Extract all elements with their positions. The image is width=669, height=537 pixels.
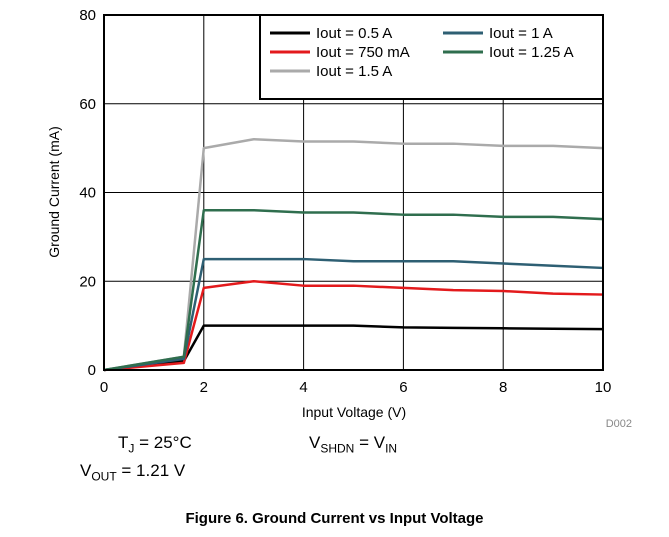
figure-caption: Figure 6. Ground Current vs Input Voltag… [185,510,484,527]
legend-label: Iout = 1.5 A [316,63,392,80]
series-line [103,280,604,372]
series-line [103,209,604,372]
x-tick-label: 2 [200,379,208,396]
vshdn-condition: VSHDN = VIN [309,433,398,456]
ground-current-chart: 0 2 4 6 8 10 0 20 40 60 80 Input Voltage (V) Groun… [46,7,632,430]
legend-label: Iout = 1 A [489,25,553,42]
y-tick-label: 20 [79,273,96,290]
x-tick-label: 0 [100,379,108,396]
y-axis-label: Ground Current (mA) [46,126,62,257]
legend: Iout = 0.5 A Iout = 750 mA Iout = 1.5 A Iou… [259,14,604,100]
x-tick-label: 4 [299,379,307,396]
x-axis-label: Input Voltage (V) [302,404,406,420]
x-tick-label: 8 [499,379,507,396]
series-line [103,138,604,372]
figure-id: D002 [606,418,632,430]
series-line [103,257,604,372]
x-tick-label: 6 [399,379,407,396]
legend-label: Iout = 1.25 A [489,44,574,61]
y-tick-label: 40 [79,185,96,202]
tj-condition: TJ = 25°C [118,433,192,456]
legend-label: Iout = 750 mA [316,44,410,61]
series-lines [103,138,604,372]
y-tick-label: 80 [79,7,96,24]
series-line [103,324,604,372]
x-tick-label: 10 [595,379,612,396]
axis-ticks: 0 2 4 6 8 10 0 20 40 60 80 [79,7,611,396]
y-tick-label: 60 [79,96,96,113]
y-tick-label: 0 [88,362,96,379]
vout-condition: VOUT = 1.21 V [80,461,186,484]
legend-box [259,14,604,100]
legend-label: Iout = 0.5 A [316,25,392,42]
